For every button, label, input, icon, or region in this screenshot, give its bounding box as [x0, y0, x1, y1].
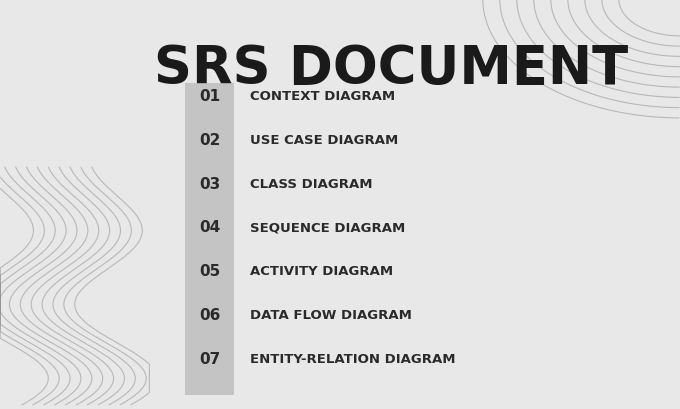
Text: USE CASE DIAGRAM: USE CASE DIAGRAM	[250, 133, 398, 146]
Text: 02: 02	[199, 133, 220, 147]
Text: 05: 05	[199, 264, 220, 279]
Text: 01: 01	[199, 89, 220, 103]
Text: CLASS DIAGRAM: CLASS DIAGRAM	[250, 177, 373, 190]
Text: 04: 04	[199, 220, 220, 235]
Text: ACTIVITY DIAGRAM: ACTIVITY DIAGRAM	[250, 265, 393, 278]
Text: SRS DOCUMENT: SRS DOCUMENT	[154, 43, 628, 95]
Text: ENTITY-RELATION DIAGRAM: ENTITY-RELATION DIAGRAM	[250, 352, 456, 365]
Bar	[185, 84, 234, 395]
Text: SEQUENCE DIAGRAM: SEQUENCE DIAGRAM	[250, 221, 405, 234]
Text: 03: 03	[199, 176, 220, 191]
Text: 06: 06	[199, 308, 220, 322]
Text: 07: 07	[199, 351, 220, 366]
Text: CONTEXT DIAGRAM: CONTEXT DIAGRAM	[250, 90, 395, 103]
Text: DATA FLOW DIAGRAM: DATA FLOW DIAGRAM	[250, 308, 412, 321]
